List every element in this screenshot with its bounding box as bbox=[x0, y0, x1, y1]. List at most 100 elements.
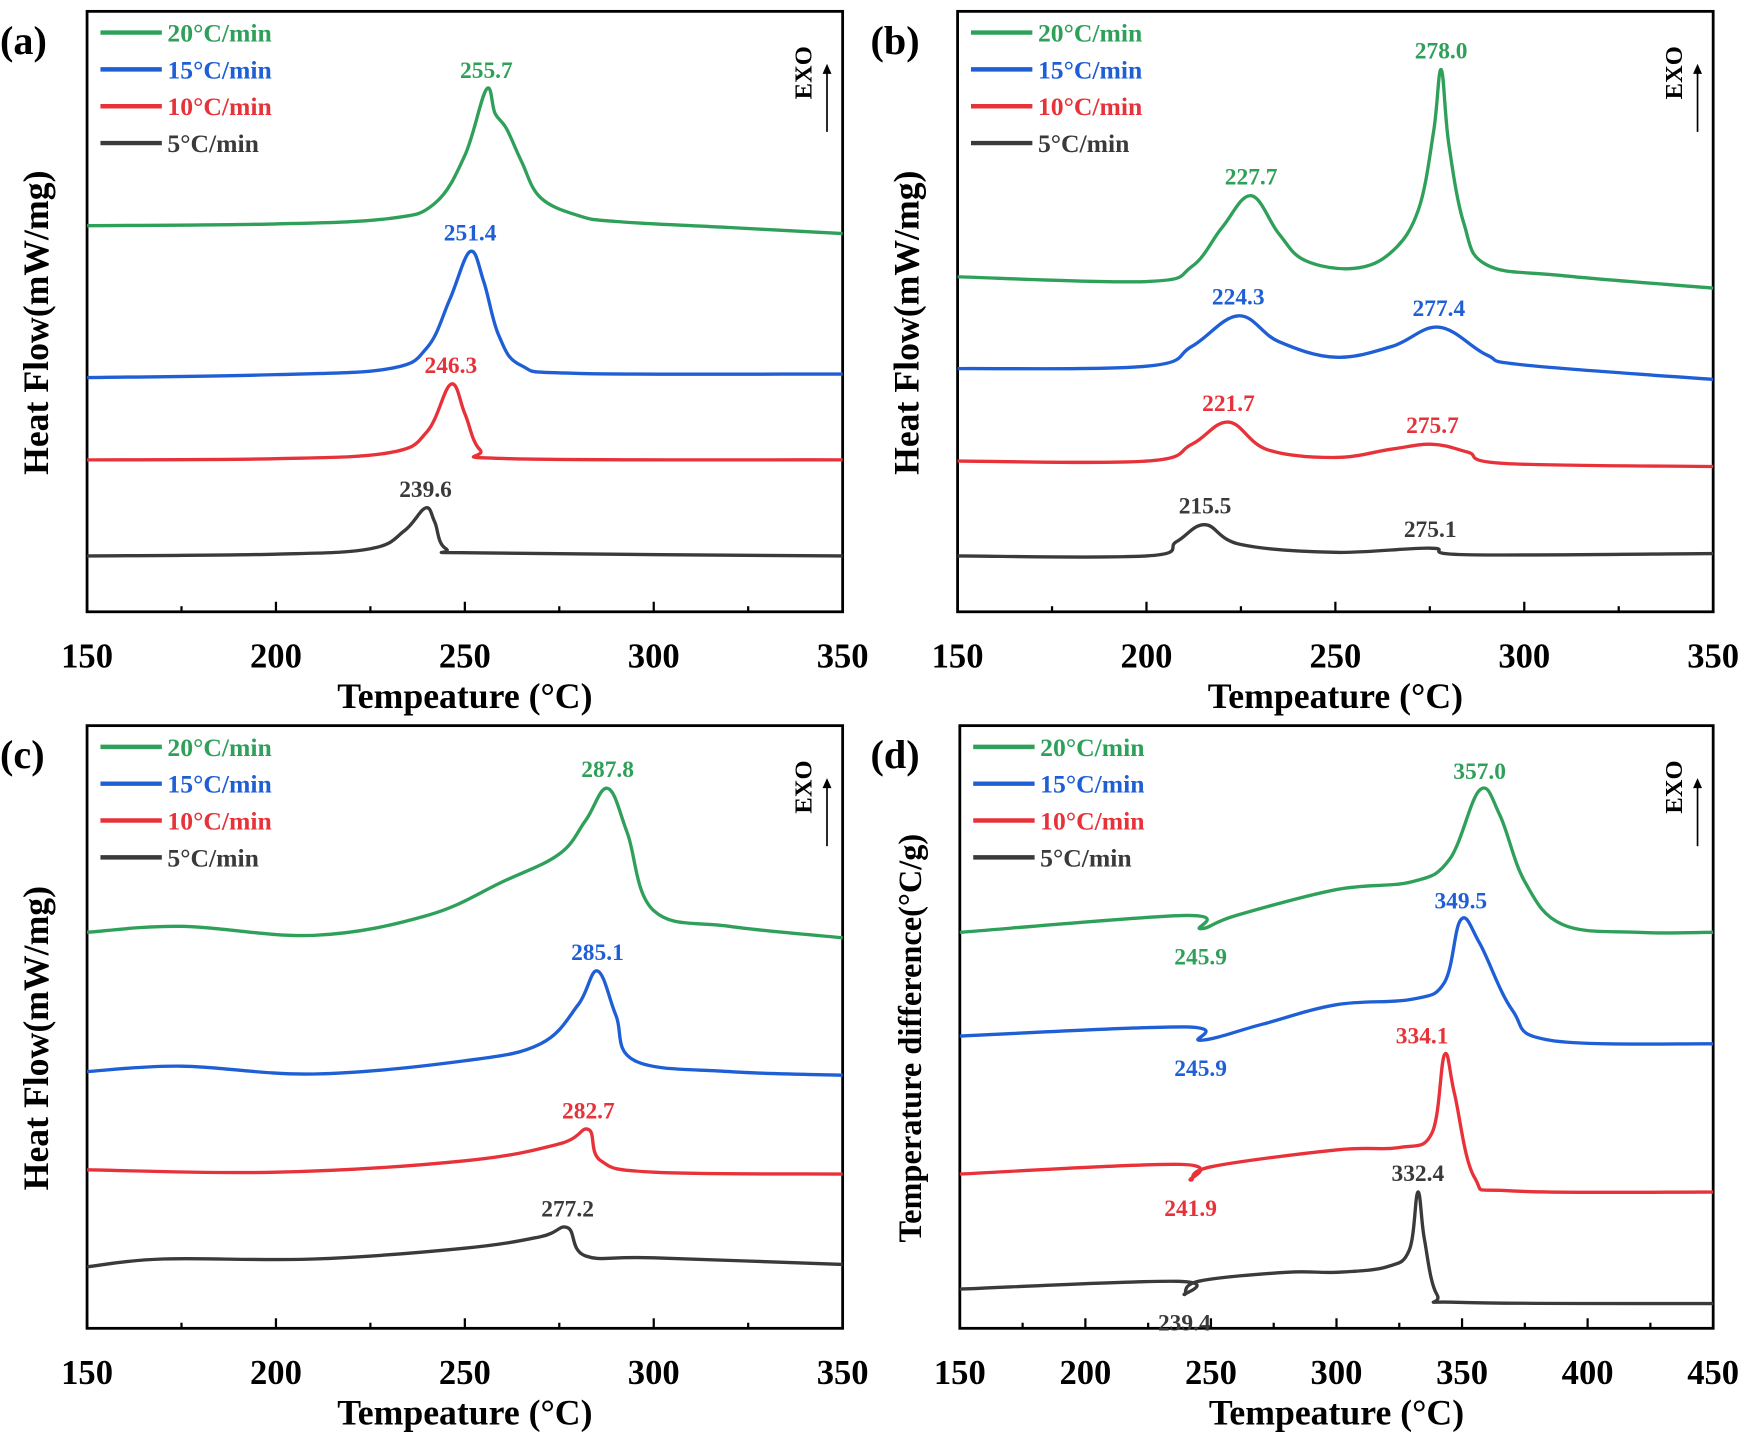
series-line-15 bbox=[87, 249, 843, 380]
x-tick-label: 200 bbox=[1059, 1354, 1111, 1392]
peak-label: 332.4 bbox=[1392, 1161, 1445, 1187]
peak-label: 334.1 bbox=[1396, 1024, 1449, 1050]
series-line-15 bbox=[959, 916, 1714, 1046]
y-axis-title: Heat Flow(mW/mg) bbox=[16, 171, 56, 475]
legend-entry: 5°C/min bbox=[167, 129, 259, 158]
peak-label: 287.8 bbox=[581, 757, 634, 783]
x-tick-label: 250 bbox=[1185, 1354, 1237, 1392]
exo-label: EXO bbox=[790, 46, 817, 99]
peak-label: 255.7 bbox=[460, 58, 513, 84]
x-tick-label: 350 bbox=[1436, 1354, 1488, 1392]
exo-arrowhead-icon bbox=[822, 778, 832, 789]
legend-entry: 10°C/min bbox=[1038, 92, 1142, 121]
panel-c: (c) 150 200 250 300 350 Tempeature (°C) Heat Fl… bbox=[0, 724, 869, 1432]
x-tick-label: 350 bbox=[817, 638, 869, 676]
peak-label: 275.7 bbox=[1406, 413, 1459, 439]
exo-arrowhead-icon bbox=[1693, 63, 1703, 74]
peak-label: 239.6 bbox=[399, 477, 452, 503]
exo-label: EXO bbox=[1661, 760, 1688, 813]
series-line-5 bbox=[86, 1225, 843, 1269]
y-axis-title: Heat Flow(mW/mg) bbox=[16, 886, 56, 1190]
x-axis-title: Tempeature (°C) bbox=[1208, 676, 1463, 716]
x-axis-title: Tempeature (°C) bbox=[1209, 1392, 1464, 1432]
x-tick-label: 150 bbox=[932, 638, 984, 676]
series-line-20 bbox=[957, 67, 1714, 290]
legend-entry: 10°C/min bbox=[1040, 806, 1144, 835]
x-tick-label: 250 bbox=[439, 638, 491, 676]
x-tick-label: 200 bbox=[250, 638, 302, 676]
series-line-10 bbox=[957, 420, 1714, 469]
x-tick-label: 150 bbox=[61, 638, 113, 676]
legend-entry: 5°C/min bbox=[167, 843, 259, 872]
series-line-5 bbox=[87, 506, 843, 558]
legend-entry: 15°C/min bbox=[1038, 55, 1142, 84]
peak-label: 215.5 bbox=[1179, 494, 1232, 520]
peak-label: 245.9 bbox=[1174, 944, 1227, 970]
series-line-20 bbox=[86, 786, 843, 940]
x-tick-label: 350 bbox=[1687, 638, 1739, 676]
peak-label: 282.7 bbox=[562, 1098, 615, 1124]
legend-entry: 10°C/min bbox=[167, 806, 271, 835]
peak-label: 239.4 bbox=[1158, 1310, 1211, 1336]
peak-label: 245.9 bbox=[1174, 1056, 1227, 1082]
panel-label: (c) bbox=[0, 732, 45, 777]
peak-label: 357.0 bbox=[1453, 759, 1506, 785]
panel-a: (a) 150 200 250 300 350 Tempeature (°C) Heat Fl… bbox=[0, 9, 869, 716]
legend-entry: 10°C/min bbox=[167, 92, 271, 121]
legend-entry: 20°C/min bbox=[1038, 18, 1142, 47]
peak-label: 349.5 bbox=[1434, 889, 1487, 915]
legend-entry: 15°C/min bbox=[167, 55, 271, 84]
series-line-10 bbox=[959, 1051, 1714, 1195]
peak-label: 251.4 bbox=[444, 220, 497, 246]
x-tick-label: 300 bbox=[1311, 1354, 1363, 1392]
series-line-10 bbox=[87, 382, 843, 462]
series-line-20 bbox=[87, 86, 843, 236]
series-line-15 bbox=[86, 969, 843, 1077]
peak-label: 278.0 bbox=[1415, 38, 1468, 64]
x-tick-label: 150 bbox=[934, 1354, 986, 1392]
x-tick-label: 150 bbox=[61, 1354, 113, 1392]
series-line-15 bbox=[957, 314, 1714, 382]
x-tick-label: 250 bbox=[1309, 638, 1361, 676]
legend-entry: 20°C/min bbox=[167, 733, 271, 762]
series-line-10 bbox=[87, 1127, 843, 1176]
peak-label: 224.3 bbox=[1212, 285, 1265, 311]
panel-label: (b) bbox=[871, 18, 920, 63]
x-tick-label: 450 bbox=[1687, 1354, 1739, 1392]
panel-b: (b) 150 200 250 300 350 Tempeature (°C) Heat Fl… bbox=[871, 9, 1739, 716]
peak-label: 221.7 bbox=[1202, 391, 1255, 417]
peak-label: 241.9 bbox=[1164, 1196, 1217, 1222]
series-line-20 bbox=[959, 786, 1714, 935]
exo-arrowhead-icon bbox=[822, 63, 832, 74]
x-tick-label: 300 bbox=[628, 638, 680, 676]
legend-entry: 15°C/min bbox=[1040, 770, 1144, 799]
y-axis-title: Heat Flow(mW/mg) bbox=[887, 171, 927, 475]
panel-label: (a) bbox=[0, 18, 47, 63]
peak-label: 275.1 bbox=[1404, 517, 1457, 543]
peak-label: 285.1 bbox=[571, 940, 624, 966]
panel-d: (d) 150 200 250 300 350 400 450 Tempeature (°C) T… bbox=[871, 724, 1739, 1432]
peak-label: 277.2 bbox=[541, 1197, 594, 1223]
exo-arrowhead-icon bbox=[1693, 778, 1703, 789]
legend-entry: 5°C/min bbox=[1040, 843, 1132, 872]
series-line-5 bbox=[957, 523, 1714, 559]
x-axis-title: Tempeature (°C) bbox=[337, 676, 592, 716]
exo-label: EXO bbox=[790, 760, 817, 813]
peak-label: 246.3 bbox=[425, 353, 478, 379]
panel-label: (d) bbox=[871, 732, 920, 777]
legend-entry: 20°C/min bbox=[1040, 733, 1144, 762]
series-line-5 bbox=[959, 1190, 1714, 1306]
x-axis-title: Tempeature (°C) bbox=[337, 1392, 592, 1432]
x-tick-label: 350 bbox=[817, 1354, 869, 1392]
x-tick-label: 200 bbox=[1121, 638, 1173, 676]
x-tick-label: 300 bbox=[1498, 638, 1550, 676]
legend-entry: 15°C/min bbox=[167, 770, 271, 799]
legend-entry: 5°C/min bbox=[1038, 129, 1130, 158]
legend-entry: 20°C/min bbox=[167, 18, 271, 47]
x-tick-label: 250 bbox=[439, 1354, 491, 1392]
x-tick-label: 300 bbox=[628, 1354, 680, 1392]
peak-label: 227.7 bbox=[1225, 165, 1278, 191]
peak-label: 277.4 bbox=[1413, 296, 1466, 322]
x-tick-label: 200 bbox=[250, 1354, 302, 1392]
